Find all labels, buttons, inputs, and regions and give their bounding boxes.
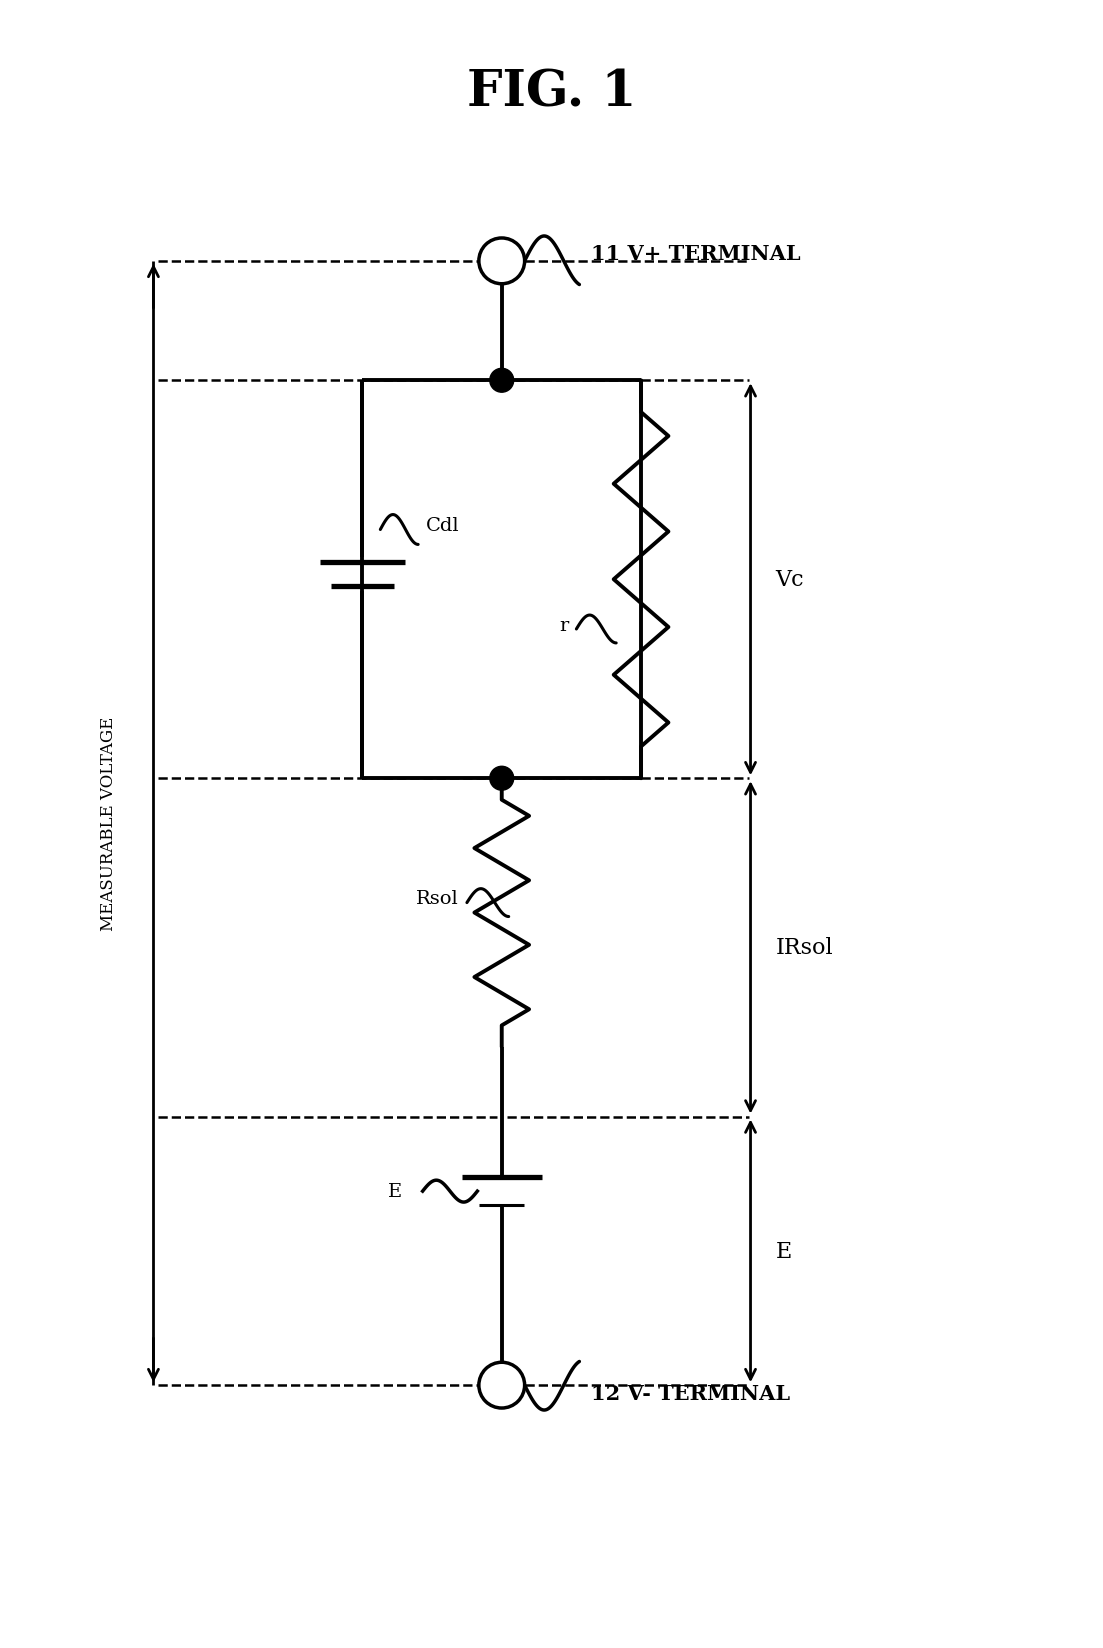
Text: Rsol: Rsol [416,888,459,906]
Text: 12 V- TERMINAL: 12 V- TERMINAL [591,1383,791,1402]
Text: 11 V+ TERMINAL: 11 V+ TERMINAL [591,244,801,264]
Circle shape [479,1363,525,1407]
Text: Cdl: Cdl [426,516,460,534]
Text: IRsol: IRsol [775,936,833,959]
Circle shape [479,239,525,285]
Text: Vc: Vc [775,569,804,592]
Text: r: r [559,616,568,634]
Text: MEASURABLE VOLTAGE: MEASURABLE VOLTAGE [100,717,117,931]
Text: E: E [775,1239,792,1262]
Circle shape [490,369,514,392]
Text: E: E [388,1182,403,1200]
Circle shape [490,766,514,791]
Text: FIG. 1: FIG. 1 [467,68,636,117]
